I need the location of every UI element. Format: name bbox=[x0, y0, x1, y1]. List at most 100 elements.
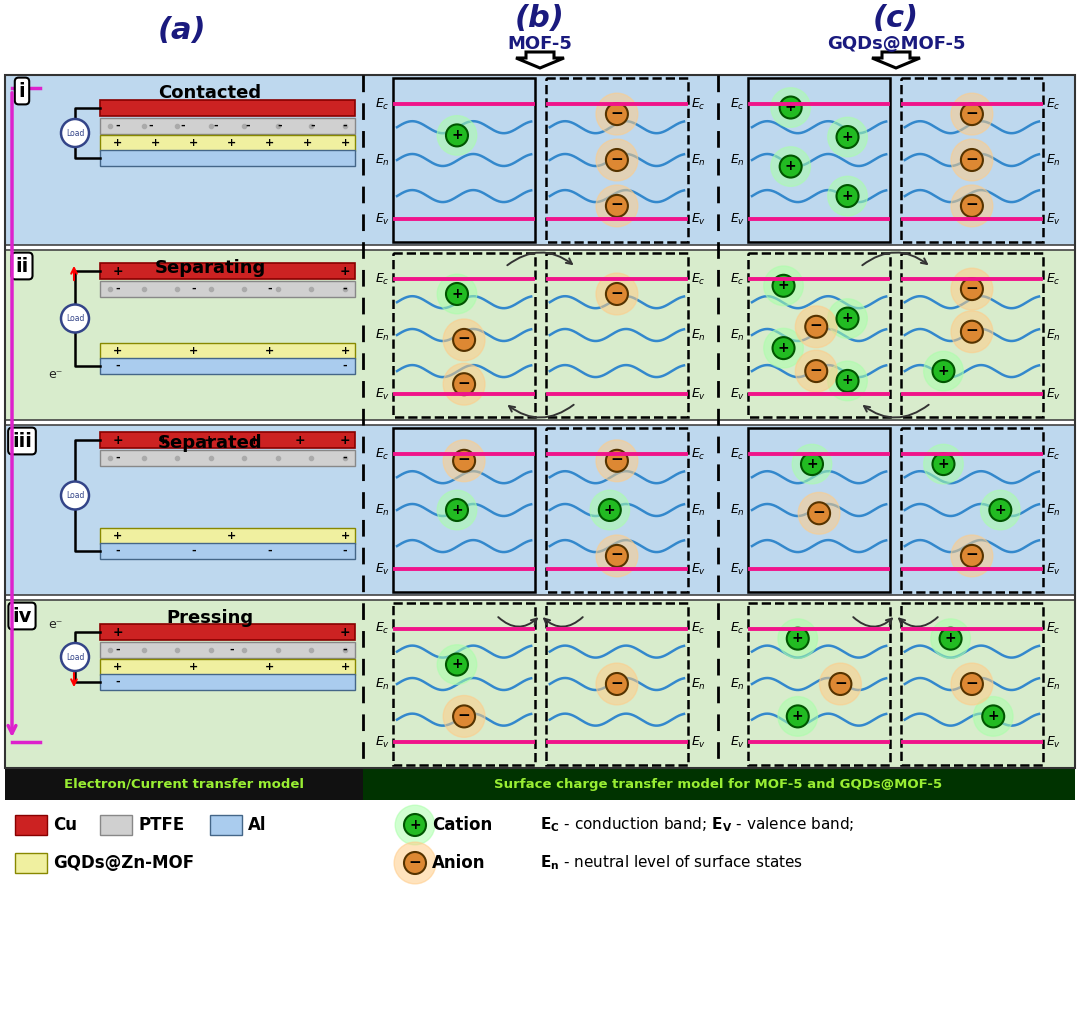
Text: −: − bbox=[458, 453, 471, 467]
Text: −: − bbox=[810, 363, 823, 377]
Circle shape bbox=[961, 673, 983, 695]
Text: +: + bbox=[265, 346, 274, 356]
Text: -: - bbox=[342, 645, 348, 655]
Text: -: - bbox=[116, 361, 120, 371]
Text: -: - bbox=[116, 546, 120, 556]
Circle shape bbox=[404, 852, 426, 874]
Circle shape bbox=[923, 445, 963, 483]
Text: +: + bbox=[189, 662, 199, 672]
Text: -: - bbox=[116, 645, 120, 655]
Text: $E_c$: $E_c$ bbox=[376, 97, 390, 111]
Text: (a): (a) bbox=[158, 15, 206, 45]
Text: -: - bbox=[116, 284, 120, 294]
Text: $E_c$: $E_c$ bbox=[730, 97, 745, 111]
Text: Cu: Cu bbox=[53, 816, 77, 834]
Text: +: + bbox=[451, 503, 463, 516]
Polygon shape bbox=[363, 768, 1075, 800]
Circle shape bbox=[60, 119, 89, 147]
Circle shape bbox=[446, 653, 468, 676]
Text: Anion: Anion bbox=[432, 854, 486, 872]
Circle shape bbox=[443, 319, 485, 361]
Text: -: - bbox=[229, 645, 233, 655]
Text: $E_c$: $E_c$ bbox=[691, 447, 705, 462]
Text: +: + bbox=[451, 286, 463, 300]
Text: $E_n$: $E_n$ bbox=[691, 677, 706, 692]
Circle shape bbox=[443, 696, 485, 737]
Circle shape bbox=[795, 306, 837, 347]
Text: +: + bbox=[785, 159, 796, 173]
Circle shape bbox=[443, 439, 485, 481]
Text: +: + bbox=[792, 709, 804, 723]
Text: +: + bbox=[113, 531, 123, 541]
Text: +: + bbox=[778, 278, 789, 292]
Text: $E_c$: $E_c$ bbox=[691, 272, 705, 287]
Polygon shape bbox=[5, 768, 363, 800]
Text: Al: Al bbox=[248, 816, 267, 834]
Circle shape bbox=[437, 645, 476, 685]
Text: $E_v$: $E_v$ bbox=[730, 735, 745, 750]
Text: +: + bbox=[189, 138, 199, 148]
Text: +: + bbox=[113, 138, 123, 148]
Text: $E_c$: $E_c$ bbox=[691, 97, 705, 111]
Text: e⁻: e⁻ bbox=[48, 617, 63, 631]
Text: +: + bbox=[937, 364, 949, 377]
Text: -: - bbox=[310, 121, 315, 131]
Polygon shape bbox=[5, 600, 1075, 768]
Text: $E_n$: $E_n$ bbox=[375, 327, 390, 342]
Polygon shape bbox=[100, 150, 355, 166]
Text: −: − bbox=[966, 676, 978, 691]
Text: $E_c$: $E_c$ bbox=[730, 447, 745, 462]
Text: $E_n$: $E_n$ bbox=[730, 503, 745, 517]
Circle shape bbox=[951, 311, 993, 353]
Text: +: + bbox=[604, 503, 616, 516]
Text: ii: ii bbox=[15, 257, 29, 276]
Text: i: i bbox=[18, 82, 25, 100]
Polygon shape bbox=[100, 118, 355, 134]
Circle shape bbox=[931, 619, 971, 658]
Circle shape bbox=[606, 283, 627, 305]
Text: +: + bbox=[340, 625, 350, 639]
Circle shape bbox=[446, 125, 468, 146]
Text: $\mathbf{E_C}$ - conduction band; $\mathbf{E_V}$ - valence band;: $\mathbf{E_C}$ - conduction band; $\math… bbox=[540, 816, 854, 834]
Text: +: + bbox=[203, 433, 214, 447]
Circle shape bbox=[981, 491, 1021, 529]
Circle shape bbox=[443, 363, 485, 405]
Circle shape bbox=[961, 321, 983, 342]
Text: (b): (b) bbox=[515, 3, 565, 33]
Text: +: + bbox=[151, 138, 161, 148]
Text: iii: iii bbox=[12, 431, 32, 451]
Text: −: − bbox=[813, 505, 825, 520]
Text: -: - bbox=[278, 121, 283, 131]
Text: $E_n$: $E_n$ bbox=[375, 677, 390, 692]
Polygon shape bbox=[100, 281, 355, 297]
Text: +: + bbox=[294, 433, 305, 447]
Polygon shape bbox=[100, 624, 355, 640]
Text: +: + bbox=[340, 346, 350, 356]
Text: +: + bbox=[248, 433, 259, 447]
Circle shape bbox=[404, 814, 426, 836]
Text: MOF-5: MOF-5 bbox=[508, 35, 572, 53]
Circle shape bbox=[989, 499, 1011, 521]
Circle shape bbox=[778, 697, 818, 736]
Circle shape bbox=[801, 453, 823, 475]
Circle shape bbox=[598, 499, 621, 521]
Circle shape bbox=[596, 536, 638, 576]
Polygon shape bbox=[15, 815, 48, 835]
Circle shape bbox=[961, 103, 983, 125]
Circle shape bbox=[764, 328, 804, 368]
Text: +: + bbox=[451, 128, 463, 142]
Circle shape bbox=[837, 185, 859, 207]
Text: Load: Load bbox=[66, 129, 84, 138]
Text: Load: Load bbox=[66, 491, 84, 500]
Circle shape bbox=[446, 283, 468, 305]
Text: e⁻: e⁻ bbox=[48, 368, 63, 380]
Polygon shape bbox=[100, 135, 355, 151]
Text: $E_v$: $E_v$ bbox=[375, 212, 390, 227]
Text: +: + bbox=[227, 138, 237, 148]
Circle shape bbox=[596, 439, 638, 481]
Circle shape bbox=[932, 360, 955, 382]
Text: -: - bbox=[116, 453, 120, 463]
Polygon shape bbox=[15, 853, 48, 873]
Text: −: − bbox=[966, 281, 978, 295]
Circle shape bbox=[798, 493, 840, 535]
